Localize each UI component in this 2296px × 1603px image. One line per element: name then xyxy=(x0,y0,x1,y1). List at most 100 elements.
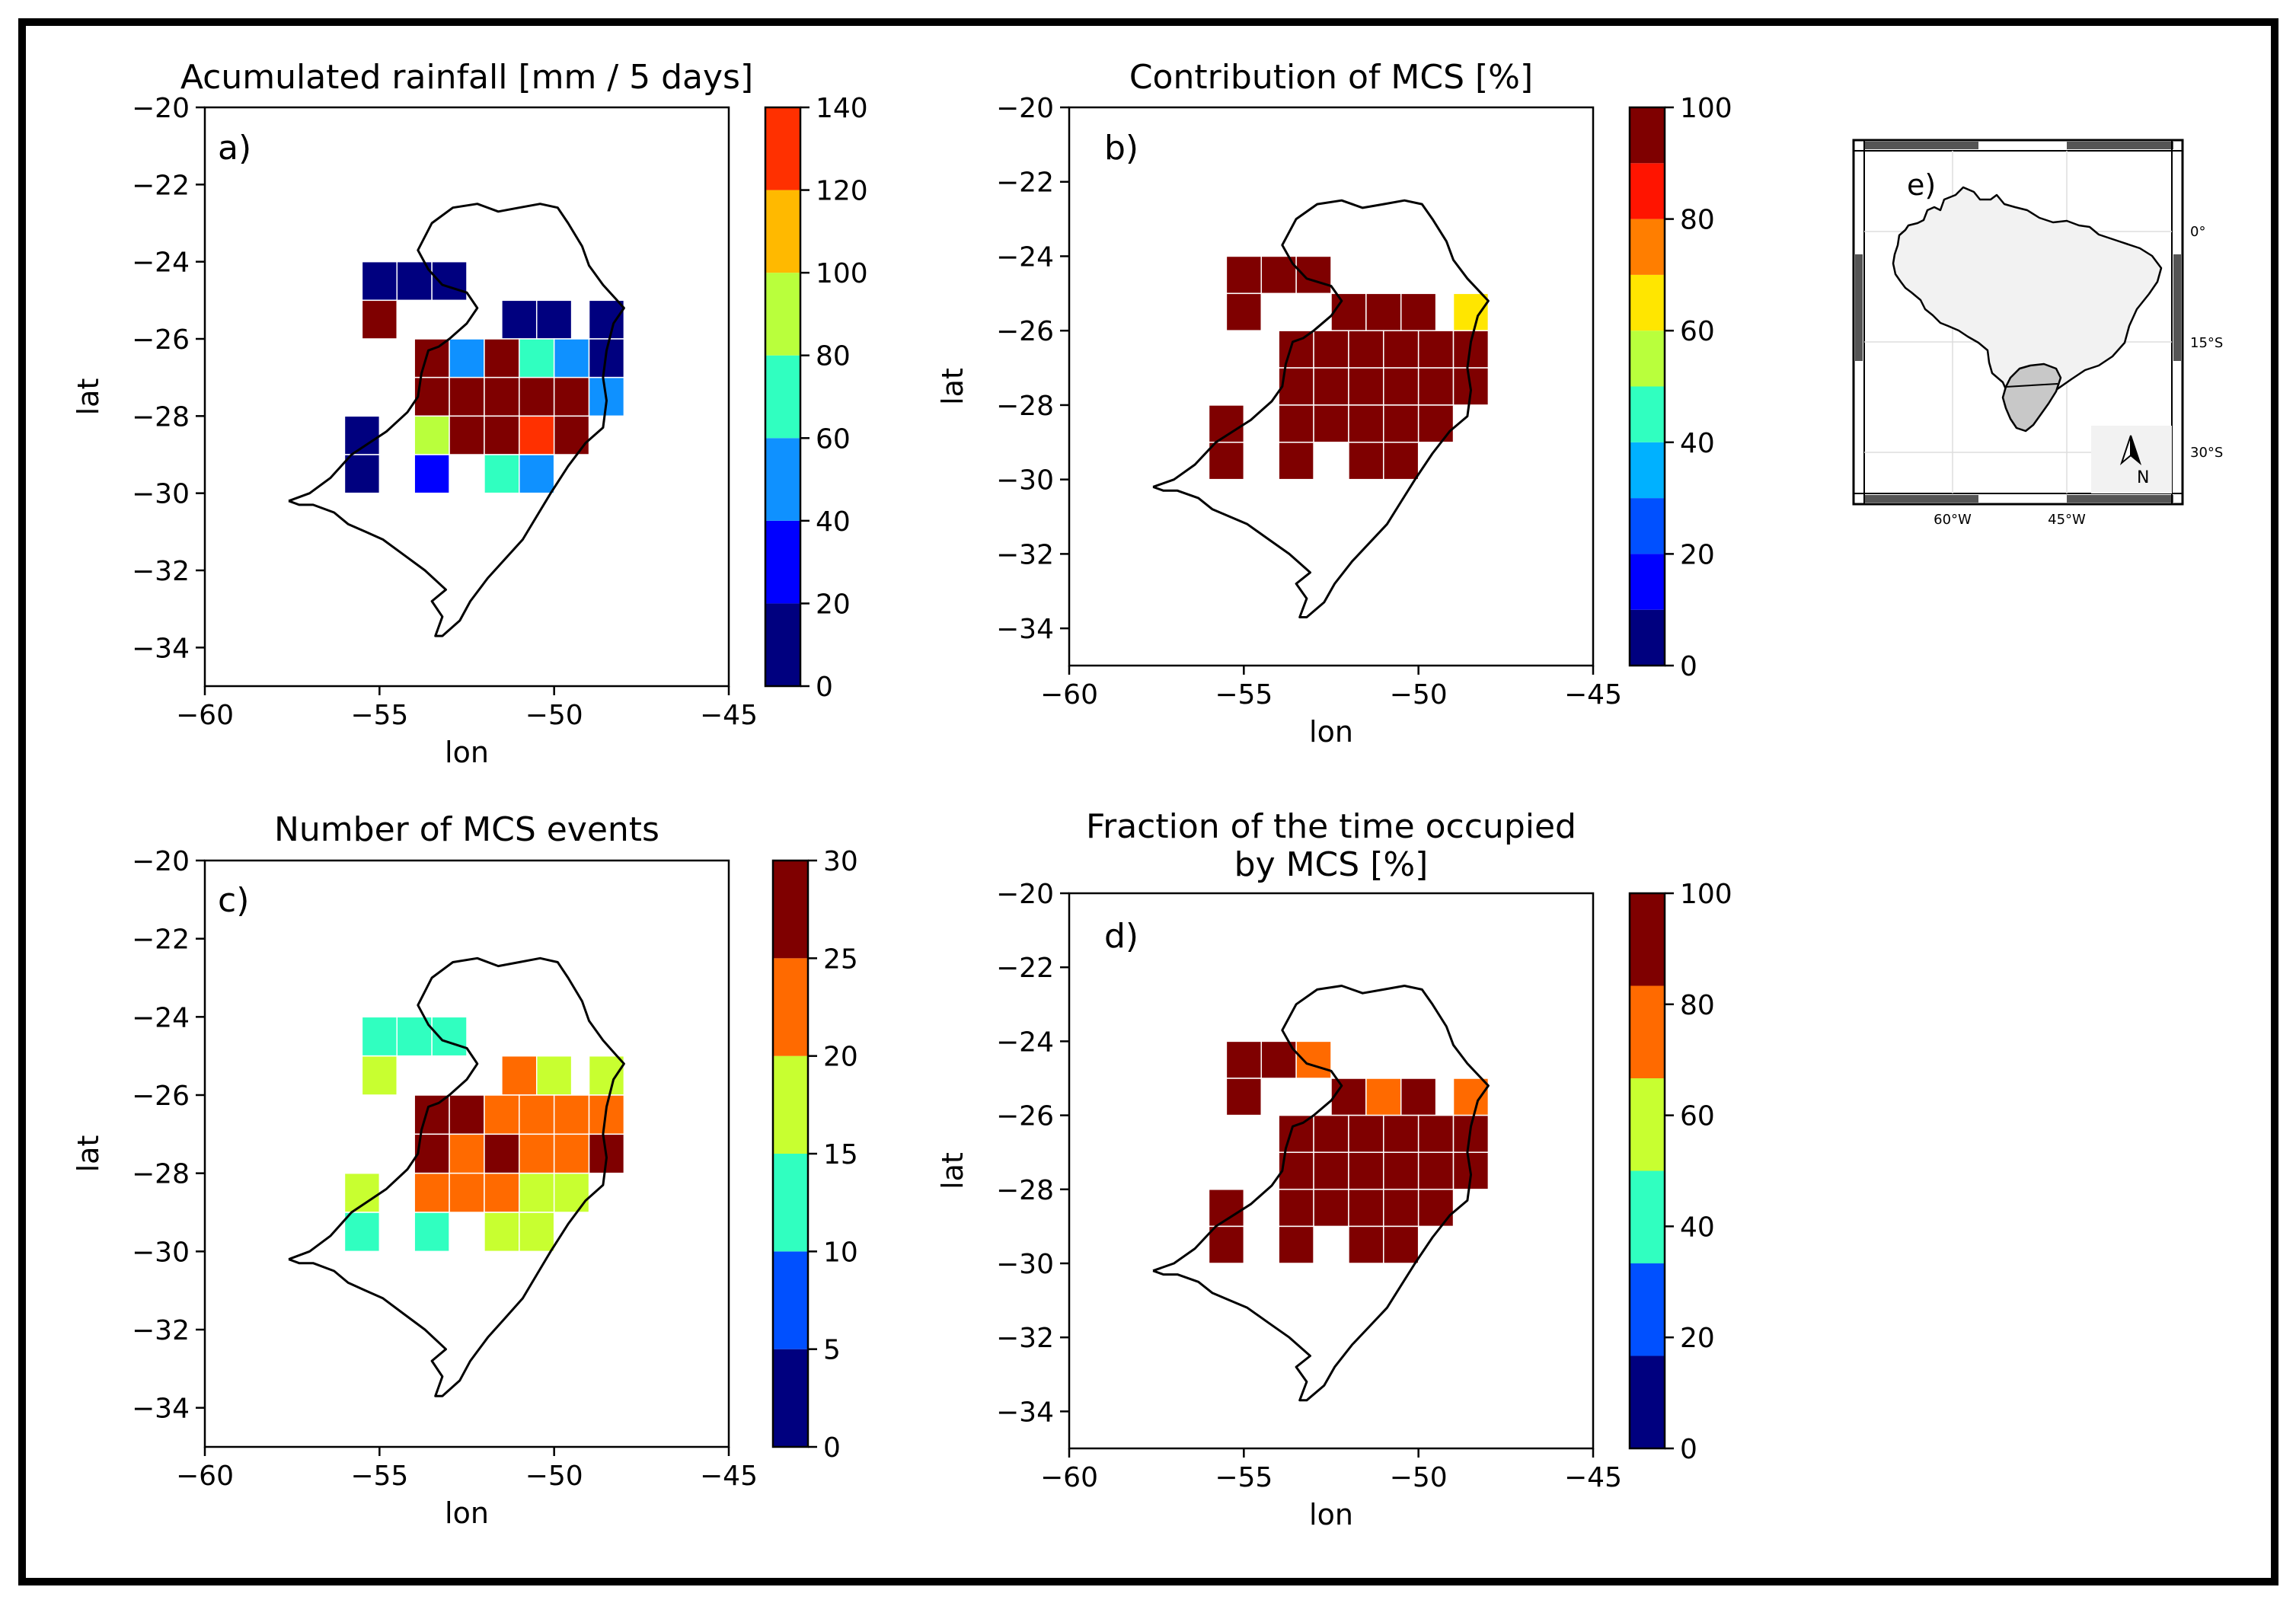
heatmap-cell xyxy=(519,454,555,494)
heatmap-cell xyxy=(484,376,520,417)
axes-frame xyxy=(203,106,730,688)
heatmap-cell xyxy=(1208,442,1245,481)
panel-b: −60 −55 −50 −45 −20 −22 −24 −26 −28 −30 −32 −34 lon l… xyxy=(936,58,1732,749)
heatmap-cell xyxy=(1365,292,1402,331)
heatmap-cell xyxy=(1383,367,1419,406)
heatmap-cell xyxy=(1383,330,1419,369)
heatmap-cell xyxy=(1348,442,1384,481)
colorbar-segment xyxy=(1630,1263,1665,1356)
heatmap-cell xyxy=(1278,330,1314,369)
y-tick-label: −30 xyxy=(132,1237,190,1268)
region-outline xyxy=(288,203,625,637)
y-tick-label: −30 xyxy=(132,479,190,510)
y-tick-label: −34 xyxy=(132,1394,190,1425)
heatmap-cell xyxy=(535,1055,573,1096)
heatmap-cell xyxy=(1225,292,1263,331)
figure-canvas: −60 −55 −50 −45 −20 −22 −24 −26 −28 −30 −32 −34 lon l… xyxy=(72,58,2223,1531)
heatmap-cell xyxy=(1313,1151,1349,1190)
y-tick-label: −32 xyxy=(996,1323,1054,1354)
x-axis-label: lon xyxy=(445,1496,489,1530)
heatmap-cell xyxy=(1278,1225,1314,1264)
heatmap-cell xyxy=(1348,1189,1384,1228)
colorbar-segment xyxy=(1630,1170,1665,1264)
heatmap-cell xyxy=(414,454,450,494)
heatmap-cell xyxy=(1417,330,1455,369)
y-tick-label: −24 xyxy=(996,241,1054,273)
colorbar-tick-label: 60 xyxy=(816,423,851,455)
axes-frame xyxy=(203,859,730,1448)
colorbar-segment xyxy=(773,958,808,1056)
x-tick-label: −50 xyxy=(1390,679,1448,710)
lat-label-0: 0° xyxy=(2190,224,2205,240)
panel-c: −60 −55 −50 −45 −20 −22 −24 −26 −28 −30 −32 −34 lon l… xyxy=(72,810,858,1530)
heatmap-cell xyxy=(519,415,555,455)
heatmap-cell xyxy=(1400,1078,1437,1116)
heatmap-cell xyxy=(1225,1040,1263,1079)
heatmap-cell xyxy=(361,1016,398,1057)
heatmap-cell xyxy=(414,338,450,378)
colorbar-tick-label: 140 xyxy=(816,93,868,124)
heatmap-cell xyxy=(449,1133,485,1174)
heatmap-cell xyxy=(1417,367,1455,406)
x-tick-label: −50 xyxy=(1390,1462,1448,1493)
heatmap-cell xyxy=(414,415,450,455)
chart-title: Contribution of MCS [%] xyxy=(1129,58,1533,97)
colorbar-tick-label: 20 xyxy=(1680,539,1715,570)
highlighted-region xyxy=(2001,362,2062,433)
y-tick-label: −22 xyxy=(996,168,1054,199)
heatmap-cell xyxy=(519,338,555,378)
lat-label-30s: 30°S xyxy=(2190,445,2223,461)
state-border xyxy=(2005,383,2058,388)
heatmap-cell xyxy=(1330,1078,1367,1116)
heatmap-cell xyxy=(553,376,590,417)
colorbar-tick-label: 20 xyxy=(823,1042,858,1073)
x-axis-label: lon xyxy=(1309,715,1353,749)
colorbar-tick-label: 60 xyxy=(1680,1101,1715,1132)
heatmap-cell xyxy=(1417,1151,1455,1190)
colorbar-segment xyxy=(1630,330,1665,387)
heatmap-cell xyxy=(1330,292,1367,331)
region-outline xyxy=(288,956,625,1397)
lon-label-60w: 60°W xyxy=(1934,512,1972,528)
heatmap-cell xyxy=(1452,1078,1490,1116)
heatmap-cell xyxy=(1383,1151,1419,1190)
y-tick-label: −34 xyxy=(996,1397,1054,1428)
heatmap-cell xyxy=(1417,1114,1455,1153)
inset-left-frame xyxy=(1853,139,1865,505)
heatmap-cell xyxy=(449,338,485,378)
colorbar-segment xyxy=(773,861,808,959)
colorbar-tick-label: 0 xyxy=(816,672,833,703)
colorbar-segment xyxy=(1630,219,1665,275)
colorbar-tick-label: 100 xyxy=(816,258,868,289)
y-tick-label: −26 xyxy=(132,1081,190,1112)
lon-label-45w: 45°W xyxy=(2048,512,2086,528)
heatmap-cell xyxy=(535,299,573,340)
heatmap-cell xyxy=(1208,404,1245,443)
heatmap-cell xyxy=(553,415,590,455)
heatmap-cell xyxy=(1452,292,1490,331)
colorbar-frame xyxy=(764,106,802,688)
north-label: N xyxy=(2137,468,2149,487)
chart-title: Number of MCS events xyxy=(274,810,659,849)
colorbar-tick-label: 80 xyxy=(816,341,851,372)
y-tick-label: −24 xyxy=(132,1002,190,1033)
y-axis-label: lat xyxy=(72,378,105,416)
x-tick-label: −45 xyxy=(1564,1462,1622,1493)
colorbar-frame xyxy=(1628,892,1666,1450)
heatmap-cell xyxy=(484,338,520,378)
heatmap-cell xyxy=(519,1133,555,1174)
heatmap-cell xyxy=(1348,367,1384,406)
heatmap-cell xyxy=(1278,404,1314,443)
x-tick-label: −50 xyxy=(525,1461,583,1492)
heatmap-cell xyxy=(1400,292,1437,331)
y-axis-label: lat xyxy=(936,1152,969,1189)
x-tick-label: −55 xyxy=(1215,679,1273,710)
inset-frame-segment xyxy=(2173,254,2181,361)
heatmap-cell xyxy=(396,260,433,302)
colorbar-tick-label: 15 xyxy=(823,1139,858,1170)
colorbar-tick-label: 40 xyxy=(1680,1212,1715,1243)
colorbar-tick-label: 5 xyxy=(823,1335,841,1366)
inset-map: N e) 0° 15°S 30°S 60°W 45°W xyxy=(1852,139,2223,528)
heatmap-cell xyxy=(588,1055,625,1096)
heatmap-cell xyxy=(501,299,538,340)
